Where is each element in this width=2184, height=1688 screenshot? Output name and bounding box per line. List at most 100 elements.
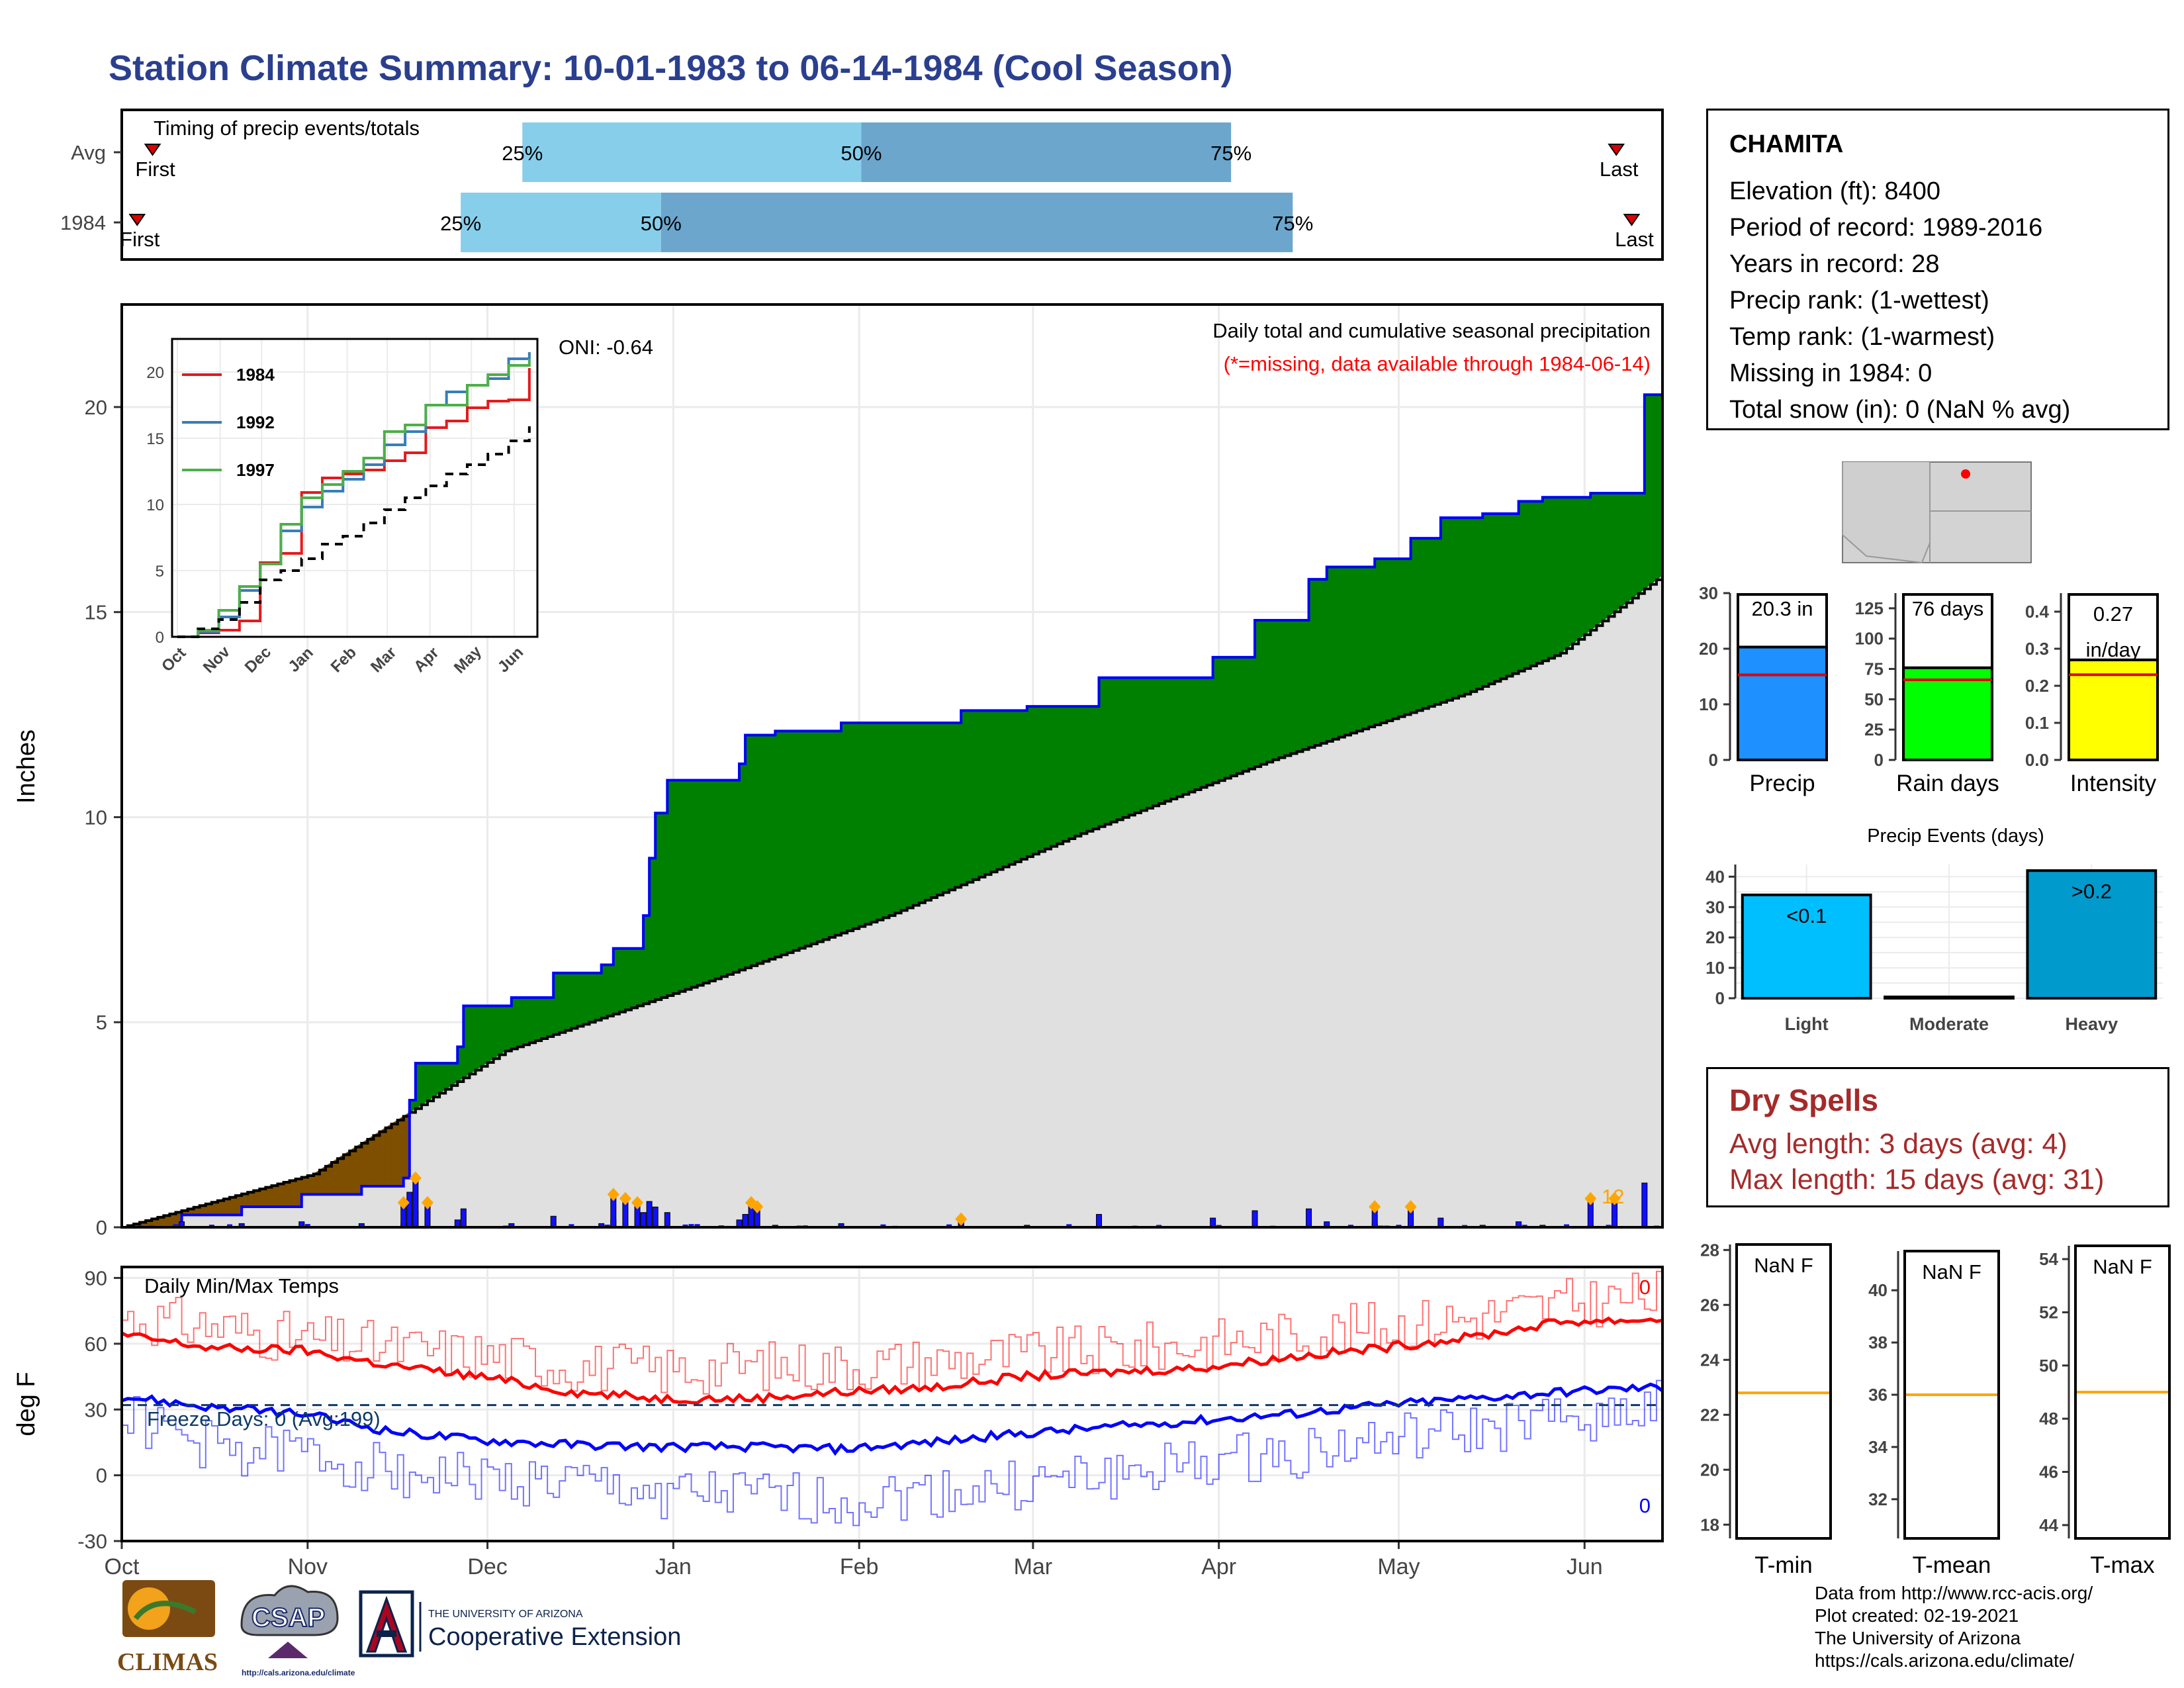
timing-pct-label: 25% bbox=[502, 142, 543, 165]
cumulative-diff-segment bbox=[1284, 620, 1291, 757]
month-label: Nov bbox=[288, 1554, 328, 1579]
tstat-ytick-label: 18 bbox=[1700, 1515, 1719, 1534]
station-location-marker bbox=[1961, 469, 1970, 479]
cumulative-diff-segment bbox=[1176, 677, 1183, 798]
tstat-ytick-label: 46 bbox=[2039, 1462, 2058, 1482]
cumulative-diff-segment bbox=[1374, 558, 1381, 726]
cumulative-diff-segment bbox=[858, 722, 866, 927]
daily-precip-bar bbox=[550, 1215, 557, 1228]
stat-label-box bbox=[1902, 593, 1993, 669]
event-marker bbox=[397, 1196, 410, 1209]
cumulative-diff-segment bbox=[1452, 517, 1459, 699]
logo-strip: CLIMAS CSAP http://cals.arizona.edu/clim… bbox=[117, 1580, 681, 1677]
precip-missing-note: (*=missing, data available through 1984-… bbox=[1224, 352, 1651, 375]
daily-precip-bar bbox=[946, 1224, 952, 1227]
cumulative-diff-segment bbox=[523, 997, 530, 1045]
cumulative-diff-segment bbox=[966, 710, 974, 883]
cumulative-diff-segment bbox=[942, 722, 950, 894]
cumulative-diff-segment bbox=[1530, 500, 1537, 667]
stat-label-box bbox=[1737, 593, 1828, 649]
inset-ytick-label: 0 bbox=[156, 629, 164, 647]
cumulative-diff-segment bbox=[913, 722, 920, 906]
cumulative-diff-segment bbox=[1320, 579, 1328, 744]
cumulative-diff-segment bbox=[421, 1062, 428, 1105]
cumulative-diff-segment bbox=[1266, 620, 1273, 763]
stat-ytick-label: 0.4 bbox=[2025, 602, 2050, 622]
timing-pct-label: 25% bbox=[440, 212, 481, 235]
cumulative-diff-segment bbox=[678, 780, 686, 992]
cumulative-diff-segment bbox=[960, 710, 968, 886]
cumulative-diff-segment bbox=[876, 722, 884, 921]
daily-precip-bar bbox=[412, 1178, 419, 1228]
timing-title: Timing of precip events/totals bbox=[154, 117, 420, 140]
temp-frame bbox=[120, 1266, 1664, 1542]
cumulative-diff-segment bbox=[1074, 706, 1081, 837]
cumulative-diff-segment bbox=[709, 780, 716, 982]
cumulative-diff-segment bbox=[576, 972, 584, 1027]
timing-bar-50-75 bbox=[660, 193, 1293, 252]
stat-bar-Intensity bbox=[2068, 658, 2159, 761]
temp-ytick-label: -30 bbox=[77, 1530, 107, 1553]
cumulative-diff-segment bbox=[1092, 706, 1100, 829]
cumulative-diff-segment bbox=[619, 948, 626, 1013]
daily-precip-bar bbox=[694, 1224, 700, 1227]
cumulative-diff-segment bbox=[1128, 677, 1136, 816]
timing-last-marker bbox=[1623, 214, 1641, 226]
cumulative-diff-segment bbox=[733, 780, 740, 973]
cumulative-diff-segment bbox=[805, 730, 812, 947]
events-bar-light bbox=[1741, 893, 1872, 1000]
stat-ytick-label: 0.3 bbox=[2025, 639, 2049, 659]
daily-precip-bar bbox=[640, 1212, 647, 1228]
timing-first-marker bbox=[144, 144, 161, 156]
inset-ytick-label: 5 bbox=[156, 563, 164, 581]
daily-precip-bar bbox=[406, 1192, 413, 1228]
cumulative-diff-segment bbox=[1506, 513, 1514, 677]
cumulative-diff-segment bbox=[1170, 677, 1177, 800]
cumulative-diff-segment bbox=[1512, 513, 1520, 675]
station-snow: Total snow (in): 0 (NaN % avg) bbox=[1729, 396, 2071, 424]
temp-ytick-label: 60 bbox=[85, 1333, 107, 1356]
cumulative-diff-segment bbox=[1470, 517, 1477, 692]
svg-text:THE UNIVERSITY OF ARIZONA: THE UNIVERSITY OF ARIZONA bbox=[428, 1609, 583, 1620]
stat-category-label: Intensity bbox=[2070, 771, 2157, 796]
footer-credits: Data from http://www.rcc-acis.org/ Plot … bbox=[1815, 1582, 2093, 1672]
cumulative-diff-segment bbox=[1344, 567, 1351, 736]
dry-spells-max: Max length: 15 days (avg: 31) bbox=[1729, 1164, 2105, 1196]
cumulative-diff-segment bbox=[1056, 706, 1064, 845]
month-label: Feb bbox=[840, 1554, 879, 1579]
temp-line-Max bbox=[122, 1270, 1663, 1395]
cumulative-diff-segment bbox=[570, 972, 578, 1029]
timing-last-label: Last bbox=[1600, 158, 1639, 181]
cumulative-diff-segment bbox=[919, 722, 926, 904]
timing-bar-50-75 bbox=[861, 122, 1232, 182]
oni-label: ONI: -0.64 bbox=[559, 336, 653, 359]
daily-precip-bar bbox=[1306, 1208, 1312, 1228]
cumulative-diff-segment bbox=[1500, 513, 1507, 680]
tstat-ytick-label: 26 bbox=[1700, 1295, 1719, 1315]
cumulative-diff-segment bbox=[990, 710, 998, 873]
precip-ylabel: Inches bbox=[13, 729, 40, 804]
tstat-category-label: T-max bbox=[2090, 1552, 2155, 1578]
stat-label-box bbox=[2068, 593, 2159, 661]
location-map bbox=[1842, 461, 2032, 564]
cumulative-diff-segment bbox=[1458, 517, 1465, 697]
cumulative-diff-segment bbox=[1620, 492, 1627, 608]
timing-pct-label: 50% bbox=[641, 212, 682, 235]
daily-precip-bar bbox=[688, 1224, 694, 1227]
cumulative-diff-segment bbox=[547, 997, 554, 1037]
ua-logo: THE UNIVERSITY OF ARIZONA Cooperative Ex… bbox=[359, 1590, 681, 1658]
cumulative-diff-segment bbox=[984, 710, 991, 875]
inset-bg bbox=[172, 339, 537, 637]
month-label: Dec bbox=[467, 1554, 507, 1579]
inset-ytick-label: 10 bbox=[146, 496, 164, 514]
dry-spells-box: Dry Spells Avg length: 3 days (avg: 4) M… bbox=[1706, 1067, 2169, 1207]
tstat-box bbox=[1735, 1243, 1832, 1540]
cumulative-diff-segment bbox=[1188, 677, 1195, 793]
cumulative-diff-segment bbox=[1536, 500, 1543, 664]
temp-panel-title: Daily Min/Max Temps bbox=[144, 1274, 339, 1297]
daily-precip-bar bbox=[742, 1213, 749, 1228]
tstat-ytick-label: 50 bbox=[2039, 1356, 2058, 1376]
daily-precip-bar bbox=[569, 1224, 574, 1227]
cumulative-diff-segment bbox=[1111, 677, 1118, 823]
precip-ytick-label: 5 bbox=[96, 1011, 107, 1034]
